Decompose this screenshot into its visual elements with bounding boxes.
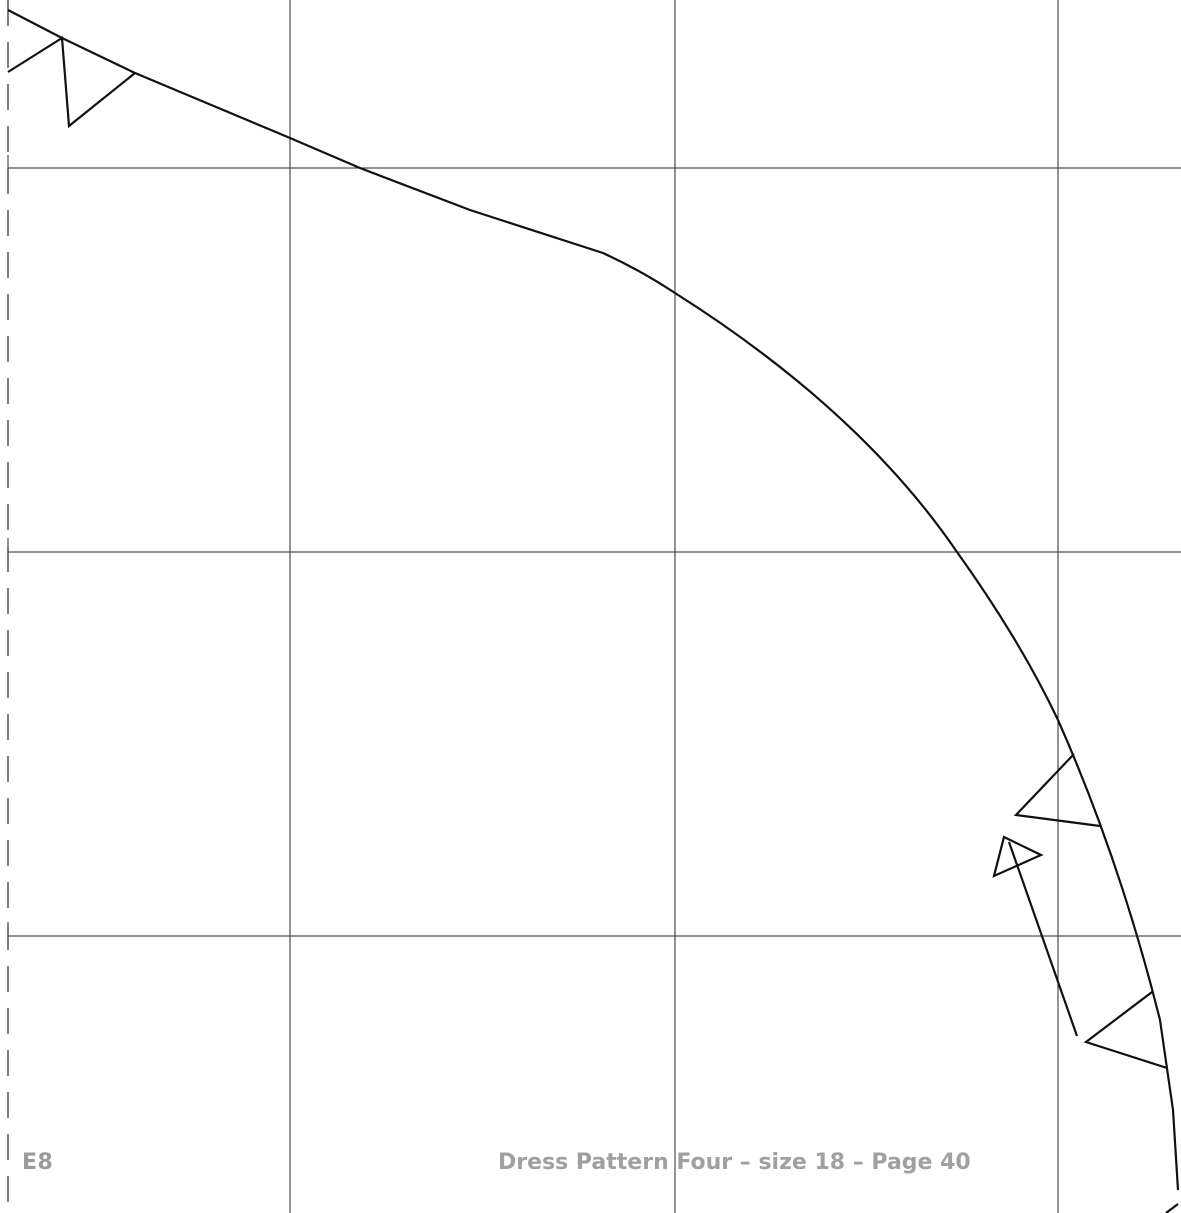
notch-mark [1013,753,1101,828]
pattern-outline-curve [7,9,1180,1191]
grid [7,0,1181,1213]
grainline-shaft [1007,841,1079,1037]
sheet-footer-text: Dress Pattern Four – size 18 – Page 40 [498,1150,971,1175]
sheet-code-label: E8 [22,1150,54,1175]
notch-mark [7,36,136,129]
grainline-arrowhead [992,835,1044,878]
notch-mark [1083,991,1168,1070]
notches [7,36,1168,1070]
grainline-arrow [992,835,1079,1037]
corner-mark [1165,1203,1179,1213]
